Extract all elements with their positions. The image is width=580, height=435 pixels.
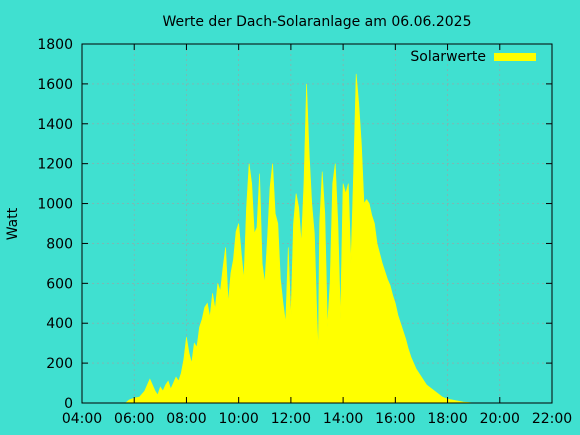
plot-frame (81, 43, 553, 404)
x-tick-label: 06:00 (114, 411, 154, 427)
x-tick-label: 20:00 (480, 411, 520, 427)
x-tick-label: 18:00 (427, 411, 467, 427)
axis-ticks: 04:00 06:00 08:00 10:00 12:00 14:00 16:00 18:00… (37, 37, 572, 427)
x-tick-label: 08:00 (166, 411, 206, 427)
series-area-solarwerte (124, 73, 529, 404)
x-tick-label: 22:00 (532, 411, 572, 427)
y-axis-label: Watt (5, 207, 21, 240)
x-tick-label: 14:00 (323, 411, 363, 427)
y-tick-label: 600 (46, 276, 73, 292)
legend-label-solarwerte: Solarwerte (410, 49, 486, 65)
y-tick-label: 1800 (37, 37, 73, 53)
x-tick-label: 16:00 (375, 411, 415, 427)
y-tick-label: 800 (46, 236, 73, 252)
y-tick-label: 1000 (37, 197, 73, 213)
y-tick-label: 200 (46, 356, 73, 372)
y-tick-label: 400 (46, 316, 73, 332)
x-tick-label: 10:00 (218, 411, 258, 427)
data-area (124, 73, 529, 404)
legend: Solarwerte (410, 49, 536, 65)
y-tick-label: 1200 (37, 157, 73, 173)
y-tick-label: 0 (64, 396, 73, 412)
chart-title: Werte der Dach-Solaranlage am 06.06.2025 (162, 14, 471, 30)
y-tick-label: 1600 (37, 77, 73, 93)
legend-swatch-solarwerte (494, 53, 536, 61)
x-tick-label: 12:00 (271, 411, 311, 427)
y-tick-label: 1400 (37, 117, 73, 133)
x-tick-label: 04:00 (62, 411, 102, 427)
